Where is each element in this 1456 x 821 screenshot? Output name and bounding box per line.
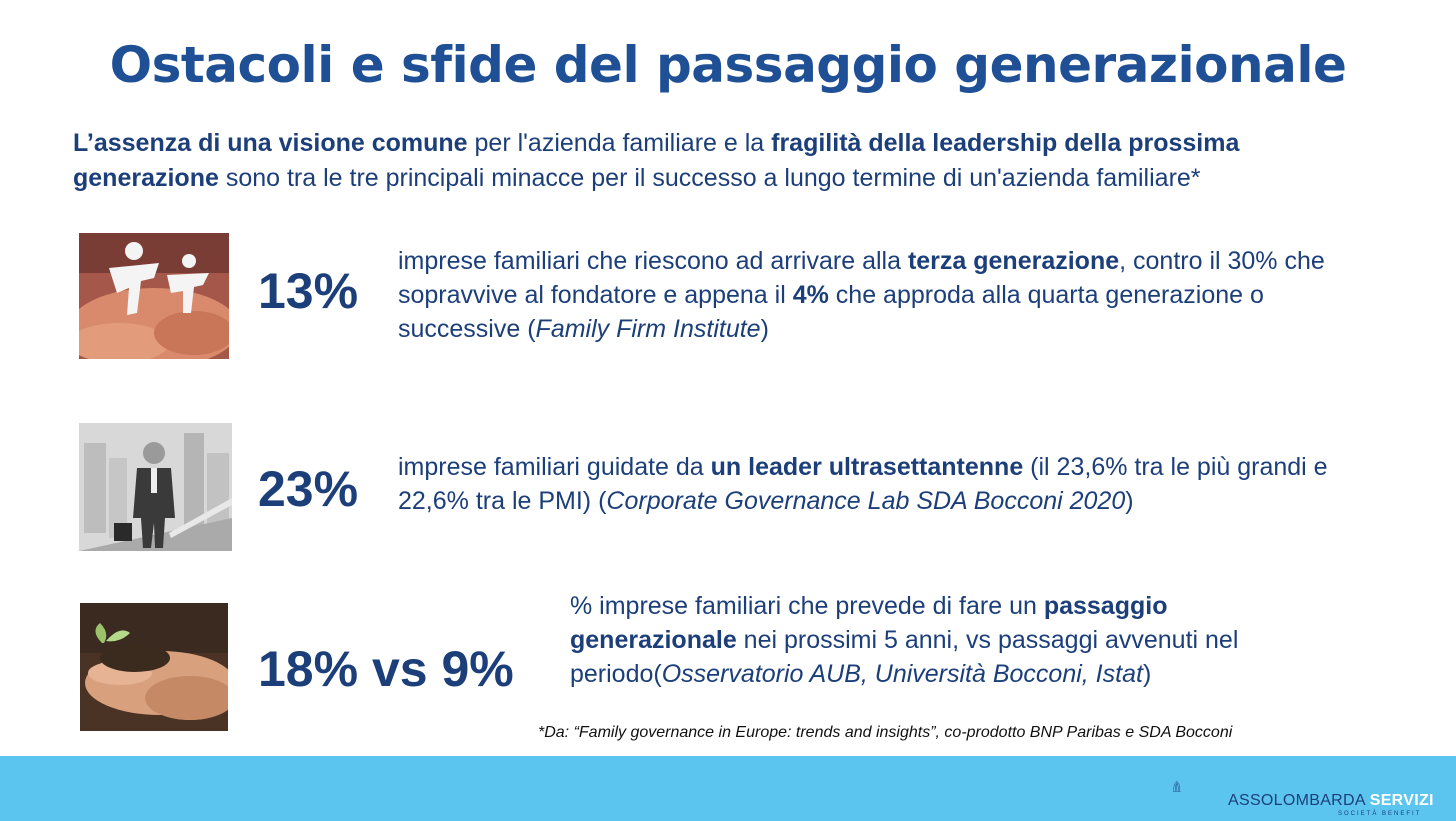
logo-subtitle: SOCIETÀ BENEFIT (1338, 811, 1422, 817)
intro-bold-2: fragilità della leadership della prossim… (73, 129, 1240, 192)
assolombarda-logo-icon (1172, 780, 1181, 792)
stat-1-text-b: , contro il 30% che sopravvive al fondat… (398, 247, 1325, 309)
footer-band (0, 756, 1456, 821)
intro-text-1: per l'azienda familiare e la (467, 129, 772, 157)
logo-name-bold: SERVIZI (1369, 792, 1434, 809)
page-title: Ostacoli e sfide del passaggio generazio… (109, 36, 1347, 94)
stat-3-text-b: nei prossimi 5 anni, vs passaggi avvenut… (570, 626, 1239, 688)
logo-wordmark: ASSOLOMBARDA SERVIZI (1228, 792, 1434, 810)
stat-2-text-c: ) (1125, 487, 1134, 515)
stat-3-source: Osservatorio AUB, Università Bocconi, Is… (661, 660, 1143, 688)
stat-3-text-c: ) (1142, 660, 1152, 688)
elderly-businessman-image (79, 423, 232, 551)
intro-paragraph: L’assenza di una visione comune per l'az… (73, 126, 1373, 196)
stat-1-bold-b: 4% (792, 281, 829, 309)
stat-2-source: Corporate Governance Lab SDA Bocconi 202… (606, 487, 1126, 515)
stat-1-text-a: imprese familiari che riescono ad arriva… (398, 247, 908, 275)
stat-value-3: 18% vs 9% (258, 641, 514, 697)
logo-name-regular: ASSOLOMBARDA (1228, 792, 1370, 809)
stat-description-1: imprese familiari che riescono ad arriva… (398, 244, 1358, 346)
stat-3-text-a: % imprese familiari che prevede di fare … (570, 592, 1044, 620)
stat-2-text-b: (il 23,6% tra le più grandi e 22,6% tra … (398, 453, 1328, 515)
stat-1-text-d: ) (760, 315, 769, 343)
hands-seedling-image (80, 603, 228, 731)
stat-3-bold-a: passaggio generazionale (570, 592, 1168, 654)
intro-text-2: sono tra le tre principali minacce per i… (218, 164, 1201, 192)
stat-description-2: imprese familiari guidate da un leader u… (398, 450, 1358, 518)
stat-2-bold-a: un leader ultrasettantenne (710, 453, 1024, 481)
footnote: *Da: “Family governance in Europe: trend… (538, 724, 1233, 741)
stat-value-2: 23% (258, 461, 359, 517)
stat-1-source: Family Firm Institute (535, 315, 761, 343)
intro-bold-1: L’assenza di una visione comune (73, 129, 468, 157)
stat-1-text-c: che approda alla quarta generazione o su… (398, 281, 1264, 343)
paper-family-hands-image (79, 233, 229, 359)
stat-value-1: 13% (258, 263, 359, 319)
stat-1-bold-a: terza generazione (907, 247, 1120, 275)
stat-description-3: % imprese familiari che prevede di fare … (570, 589, 1310, 691)
stat-2-text-a: imprese familiari guidate da (398, 453, 711, 481)
